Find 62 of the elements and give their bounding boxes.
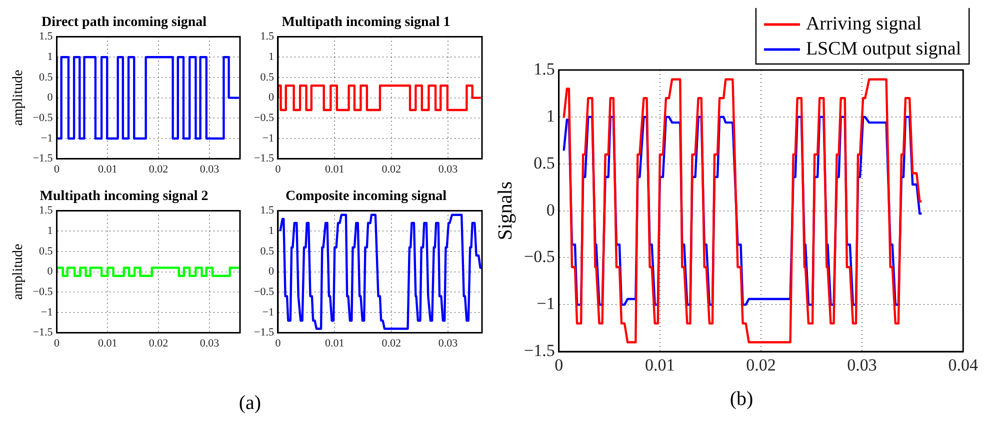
x-tick-label: 0.02 [382, 163, 401, 176]
x-tick-label: 0.02 [746, 355, 776, 374]
y-tick-label: 1.5 [39, 204, 54, 217]
y-tick-label: 0.5 [260, 245, 274, 258]
y-tick-label: 1 [268, 225, 274, 238]
x-tick-label: 0.03 [847, 355, 877, 374]
legend-label: LSCM output signal [806, 38, 962, 60]
legend-label: Arriving signal [806, 13, 922, 34]
x-tick-label: 0.03 [438, 337, 458, 350]
chart-title: Composite incoming signal [285, 189, 447, 204]
y-tick-label: −1 [262, 132, 274, 144]
y-tick-label: −0.5 [254, 112, 274, 124]
y-tick-label: 1.5 [260, 30, 274, 43]
y-tick-label: −0.5 [32, 112, 54, 124]
chart-title: Direct path incoming signal [41, 15, 207, 30]
y-tick-label: 1.5 [260, 204, 274, 217]
y-tick-label: −1 [41, 306, 53, 318]
x-tick-label: 0.03 [200, 337, 220, 350]
x-tick-label: 0.02 [148, 337, 168, 350]
y-tick-label: 1.5 [534, 59, 555, 78]
x-tick-label: 0.01 [98, 163, 118, 176]
y-tick-label: −1 [262, 306, 274, 318]
y-tick-label: −1.5 [32, 326, 54, 339]
y-tick-label: −1.5 [254, 152, 274, 165]
y-tick-label: −0.5 [32, 286, 54, 298]
x-tick-label: 0.02 [148, 163, 168, 176]
chart-title: Multipath incoming signal 2 [40, 189, 208, 204]
x-tick-label: 0.02 [382, 337, 401, 350]
y-tick-label: −1.5 [254, 326, 274, 339]
y-tick-label: 1 [268, 51, 274, 64]
x-tick-label: 0.01 [98, 337, 118, 350]
y-tick-label: −1 [536, 294, 555, 314]
x-tick-label: 0.01 [325, 337, 344, 350]
y-tick-label: 1 [47, 225, 53, 238]
chart-title: Multipath incoming signal 1 [282, 15, 450, 30]
y-tick-label: 0 [268, 92, 274, 104]
y-tick-label: 0 [47, 266, 54, 278]
y-axis-title: Signals [494, 181, 516, 240]
y-axis-title: amplitude [11, 244, 26, 300]
y-tick-label: 0.5 [39, 71, 54, 84]
y-tick-label: −1.5 [524, 341, 555, 360]
y-tick-label: −1 [41, 132, 53, 144]
y-tick-label: 1.5 [39, 30, 54, 43]
y-axis-title: amplitude [11, 70, 26, 126]
y-tick-label: 1 [47, 51, 53, 64]
x-tick-label: 0.01 [325, 163, 344, 176]
y-tick-label: −1.5 [32, 152, 54, 165]
x-tick-label: 0.03 [438, 163, 458, 176]
x-tick-label: 0.04 [948, 355, 978, 374]
text: (b) [728, 388, 754, 411]
y-tick-label: 1 [546, 106, 555, 126]
y-tick-label: −0.5 [254, 286, 274, 298]
x-tick-label: 0.03 [200, 163, 220, 176]
x-tick-label: 0.01 [645, 355, 675, 374]
y-tick-label: 0 [47, 92, 54, 104]
y-tick-label: 0.5 [534, 153, 555, 172]
y-tick-label: 0.5 [260, 71, 274, 84]
y-tick-label: 0 [546, 200, 555, 220]
y-tick-label: 0 [268, 266, 274, 278]
text: (a) [238, 392, 262, 415]
y-tick-label: −0.5 [524, 247, 555, 266]
y-tick-label: 0.5 [39, 245, 54, 258]
